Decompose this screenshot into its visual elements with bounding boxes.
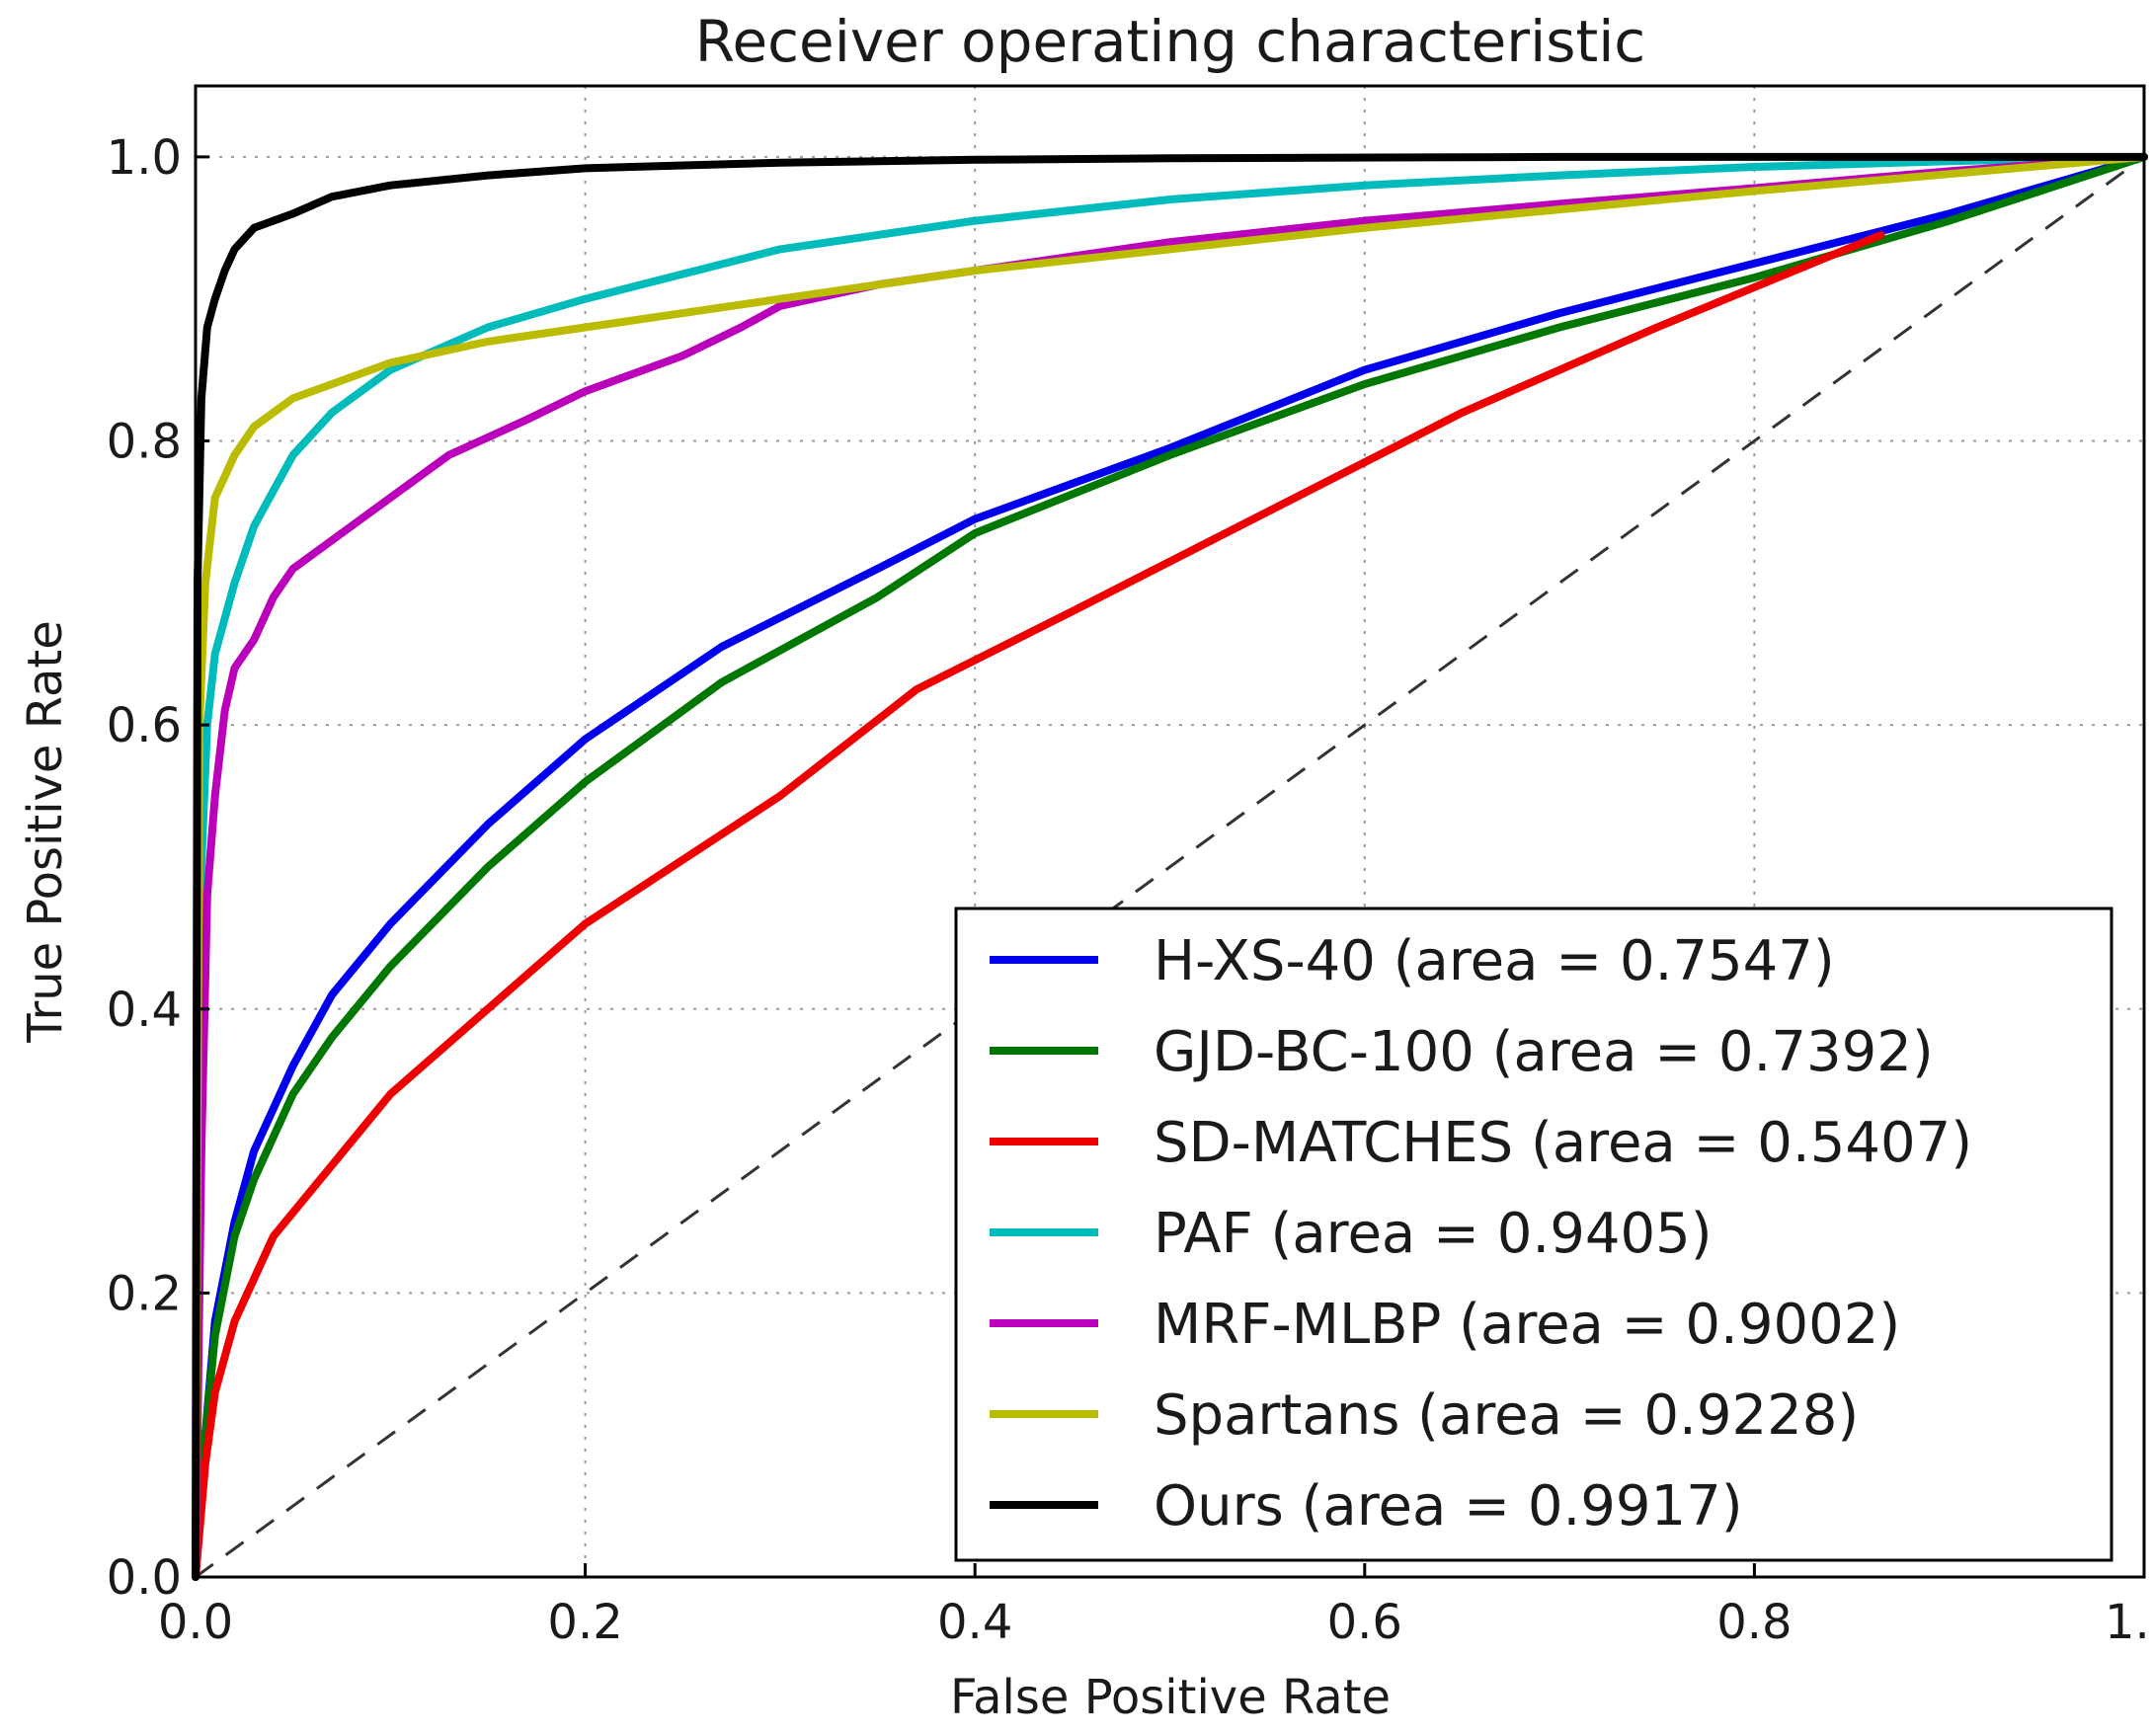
series-line-2 [192, 231, 1885, 1581]
legend-entry-3: PAF (area = 0.9405) [1154, 1202, 1713, 1266]
series-line-1 [192, 152, 2148, 1581]
y-tick-label: 0.2 [107, 1266, 182, 1321]
legend-entry-4: MRF-MLBP (area = 0.9002) [1154, 1293, 1900, 1357]
legend-box [954, 907, 2113, 1562]
x-tick-label: 0.6 [1327, 1595, 1402, 1650]
x-tick-label: 1. [2105, 1595, 2150, 1650]
x-tick-label: 0.4 [937, 1595, 1012, 1650]
x-tick-label: 0.2 [547, 1595, 622, 1650]
series-line-0 [192, 152, 2148, 1581]
y-tick-label: 0.0 [107, 1550, 182, 1606]
legend-entry-6: Ours (area = 0.9917) [1154, 1474, 1743, 1539]
chance-diagonal-line [195, 155, 2145, 1579]
series-line-6 [192, 152, 2148, 1581]
y-tick-labels: 0.0 0.2 0.4 0.6 0.8 1.0 [107, 130, 209, 1606]
y-tick-label: 0.8 [107, 415, 182, 470]
legend-entry-2: SD-MATCHES (area = 0.5407) [1154, 1111, 1972, 1175]
y-tick-label: 0.6 [107, 698, 182, 753]
series-line-3 [192, 152, 2148, 1581]
y-axis-label: True Positive Rate [18, 620, 73, 1044]
series-line-4 [192, 152, 2148, 1581]
x-tick-label: 0.8 [1716, 1595, 1792, 1650]
series-line-5 [192, 152, 2148, 1581]
plot-frame [194, 84, 2146, 1579]
legend-entry-0: H-XS-40 (area = 0.7547) [1154, 929, 1835, 993]
x-tick-labels: 0.0 0.2 0.4 0.6 0.8 1. [158, 1563, 2150, 1650]
legend-entry-5: Spartans (area = 0.9228) [1154, 1383, 1859, 1448]
y-tick-label: 1.0 [107, 130, 182, 186]
legend-entry-1: GJD-BC-100 (area = 0.7392) [1154, 1020, 1934, 1084]
x-axis-label: False Positive Rate [950, 1670, 1391, 1725]
y-tick-label: 0.4 [107, 983, 182, 1038]
chart-title: Receiver operating characteristic [695, 8, 1645, 75]
diagonal-reference [195, 155, 2145, 1579]
x-tick-label: 0.0 [158, 1595, 233, 1650]
series-lines [192, 152, 2148, 1581]
legend: H-XS-40 (area = 0.7547) GJD-BC-100 (area … [954, 907, 2113, 1562]
